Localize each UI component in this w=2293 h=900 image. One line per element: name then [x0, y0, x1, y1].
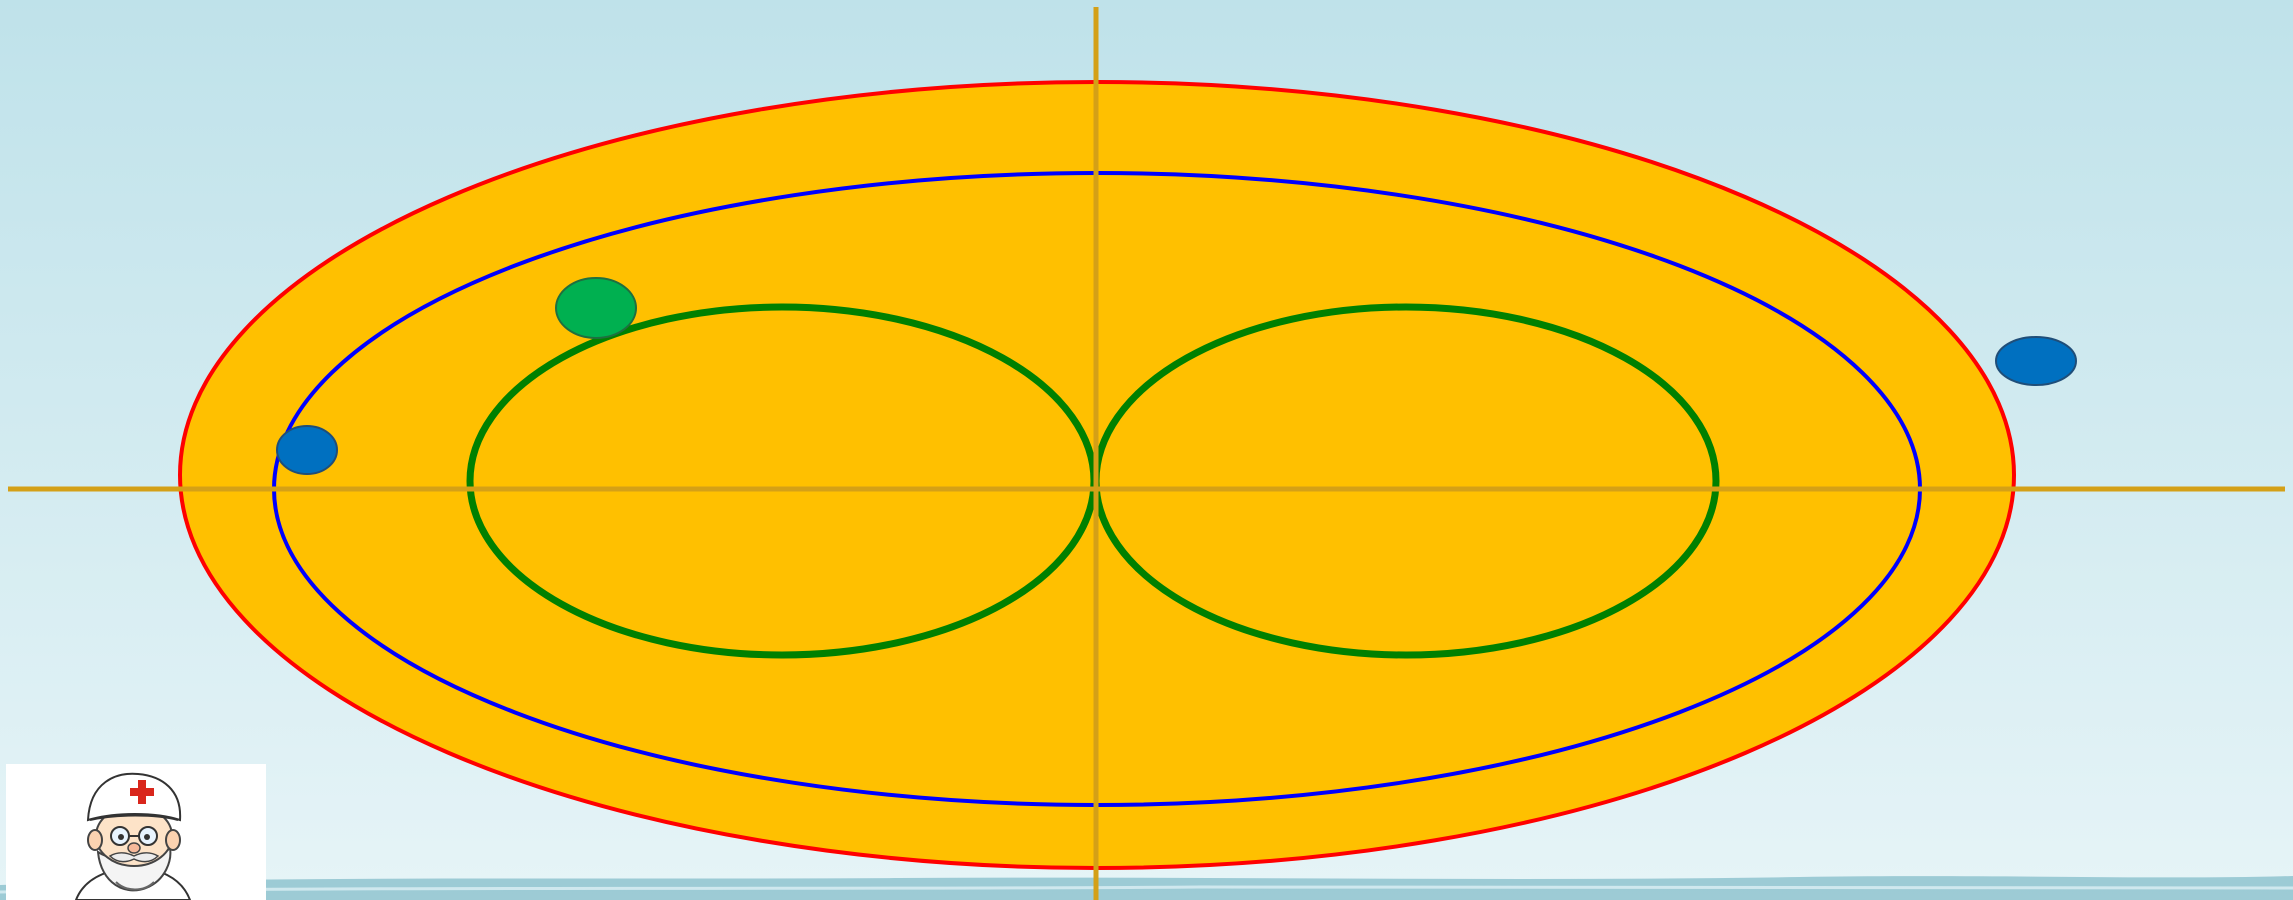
green-marker [555, 277, 637, 339]
blue-marker-left [276, 425, 338, 475]
doctor-icon [74, 772, 192, 900]
bottom-wave-highlight [0, 884, 2293, 894]
blue-marker-right [1995, 336, 2077, 386]
doctor-mascot-card [6, 764, 266, 900]
